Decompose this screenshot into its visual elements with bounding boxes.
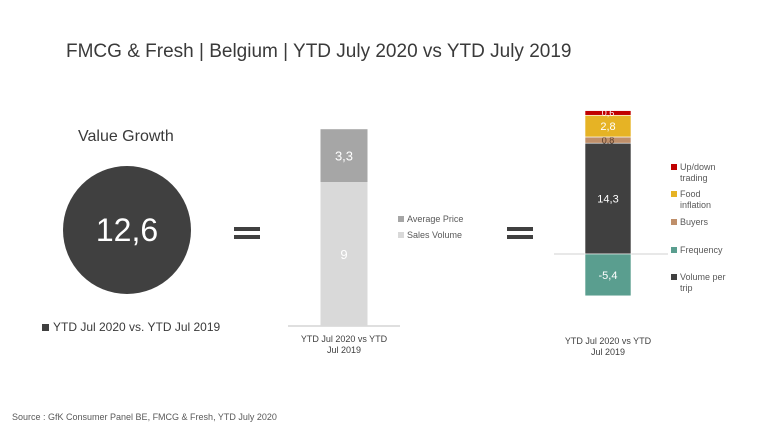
data-label-up-down-trading: 0,6	[602, 108, 615, 118]
legend-label-sales-volume: Sales Volume	[407, 230, 462, 240]
source-note: Source : GfK Consumer Panel BE, FMCG & F…	[12, 412, 277, 422]
bar-volume-per-trip	[584, 142, 632, 255]
data-label-sales-volume: 9	[340, 247, 347, 262]
legend-swatch-average-price	[398, 216, 404, 222]
data-label-buyers: 0,8	[602, 135, 615, 145]
equals-sign-bottom-1	[234, 235, 260, 239]
data-label-food-inflation: 2,8	[600, 121, 615, 133]
legend-swatch-frequency	[671, 247, 677, 253]
bar-sales-volume	[320, 182, 368, 326]
bar-up-down-trading	[584, 110, 632, 116]
bar-frequency	[584, 253, 632, 297]
legend-swatch-volume-per-trip	[671, 274, 677, 280]
chart-price-volume: 9 3,3 YTD Jul 2020 vs YTD Jul 2019 Average P…	[288, 129, 463, 355]
legend-swatch-food-inflation	[671, 191, 677, 197]
equals-sign-top-2	[507, 227, 533, 231]
legend-swatch	[42, 323, 49, 331]
legend-label-average-price: Average Price	[407, 214, 463, 224]
legend-label-up-down-trading: Up/down trading	[680, 162, 716, 183]
bar-average-price	[320, 129, 368, 182]
equals-sign-bottom-2	[507, 235, 533, 239]
value-growth-legend: YTD Jul 2020 vs. YTD Jul 2019	[42, 320, 220, 334]
legend-label-volume-per-trip: Volume per trip	[680, 272, 726, 293]
data-label-frequency: -5,4	[599, 270, 618, 282]
value-growth-label: Value Growth	[78, 128, 174, 145]
value-growth-legend-label: YTD Jul 2020 vs. YTD Jul 2019	[53, 320, 221, 334]
legend-swatch-buyers	[671, 219, 677, 225]
data-label-volume-per-trip: 14,3	[597, 194, 618, 206]
legend-swatch-up-down-trading	[671, 164, 677, 170]
legend-label-frequency: Frequency	[680, 245, 723, 255]
category-label: YTD Jul 2020 vs YTD Jul 2019	[301, 334, 388, 355]
legend-swatch-sales-volume	[398, 232, 404, 238]
legend-label-food-inflation: Food inflation	[680, 189, 711, 210]
page-title: FMCG & Fresh | Belgium | YTD July 2020 v…	[66, 41, 572, 62]
category-label: YTD Jul 2020 vs YTD Jul 2019	[565, 336, 652, 357]
chart-value-decomposition: 14,3 0,8 2,8 0,6 -5,4 YTD Jul 2020 vs YTD Jul …	[554, 108, 726, 357]
value-growth-circle: 12,6	[63, 166, 191, 294]
data-label-average-price: 3,3	[335, 149, 353, 164]
legend-label-buyers: Buyers	[680, 217, 709, 227]
equals-sign-top-1	[234, 227, 260, 231]
value-growth-value: 12,6	[95, 211, 159, 248]
